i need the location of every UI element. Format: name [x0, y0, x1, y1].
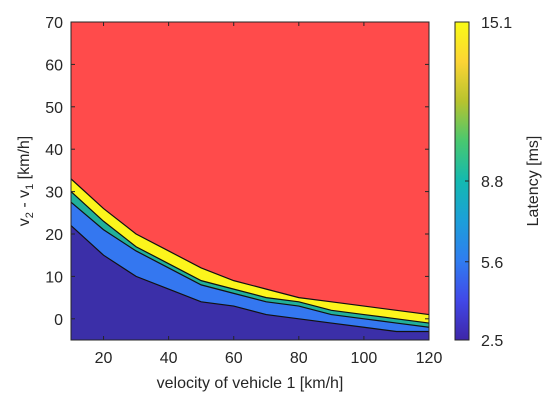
y-axis-label-part: [km/h]	[16, 136, 33, 184]
x-tick-label: 40	[160, 350, 178, 367]
y-tick-label: 20	[45, 227, 63, 244]
colorbar-tick-label: 8.8	[481, 174, 503, 191]
x-tick-label: 120	[416, 350, 443, 367]
x-tick-label: 60	[225, 350, 243, 367]
y-tick-label: 50	[45, 100, 63, 117]
y-axis-label-subscript: 1	[24, 184, 36, 190]
x-tick-label: 80	[290, 350, 308, 367]
boundary-line-3	[70, 178, 430, 316]
y-tick-label: 10	[45, 269, 63, 286]
y-tick-label: 70	[45, 15, 63, 32]
y-tick-label: 30	[45, 185, 63, 202]
x-axis-label: velocity of vehicle 1 [km/h]	[157, 375, 344, 392]
region-band-4	[71, 22, 429, 315]
boundary-line-2	[70, 191, 430, 324]
y-axis-label-part: - v	[16, 190, 33, 212]
colorbar-tick-label: 15.1	[481, 15, 512, 32]
x-tick-label: 20	[95, 350, 113, 367]
colorbar-ticks: 15.1 8.8 5.6 2.5	[465, 15, 512, 350]
colorbar-tick-label: 2.5	[481, 333, 503, 350]
boundary-line-1	[70, 201, 430, 328]
colorbar-label: Latency [ms]	[525, 136, 542, 227]
plot-area	[71, 22, 429, 340]
y-axis-label-subscript: 2	[24, 212, 36, 218]
region-band-0	[71, 225, 429, 340]
y-tick-label: 60	[45, 57, 63, 74]
x-tick-label: 100	[351, 350, 378, 367]
boundary-line-0	[70, 225, 429, 333]
y-tick-label: 40	[45, 142, 63, 159]
y-axis-label-part: v	[16, 218, 33, 226]
x-axis: 20 40 60 80 100 120	[95, 22, 443, 367]
region-band-1	[71, 202, 429, 332]
y-axis-label: v2 - v1 [km/h]	[16, 136, 36, 226]
boundary-lines	[70, 178, 430, 333]
plot-frame	[70, 21, 430, 341]
colorbar-tick-label: 5.6	[481, 255, 503, 272]
y-tick-label: 0	[54, 312, 63, 329]
y-axis: 0 10 20 30 40 50 60 70	[45, 15, 429, 329]
